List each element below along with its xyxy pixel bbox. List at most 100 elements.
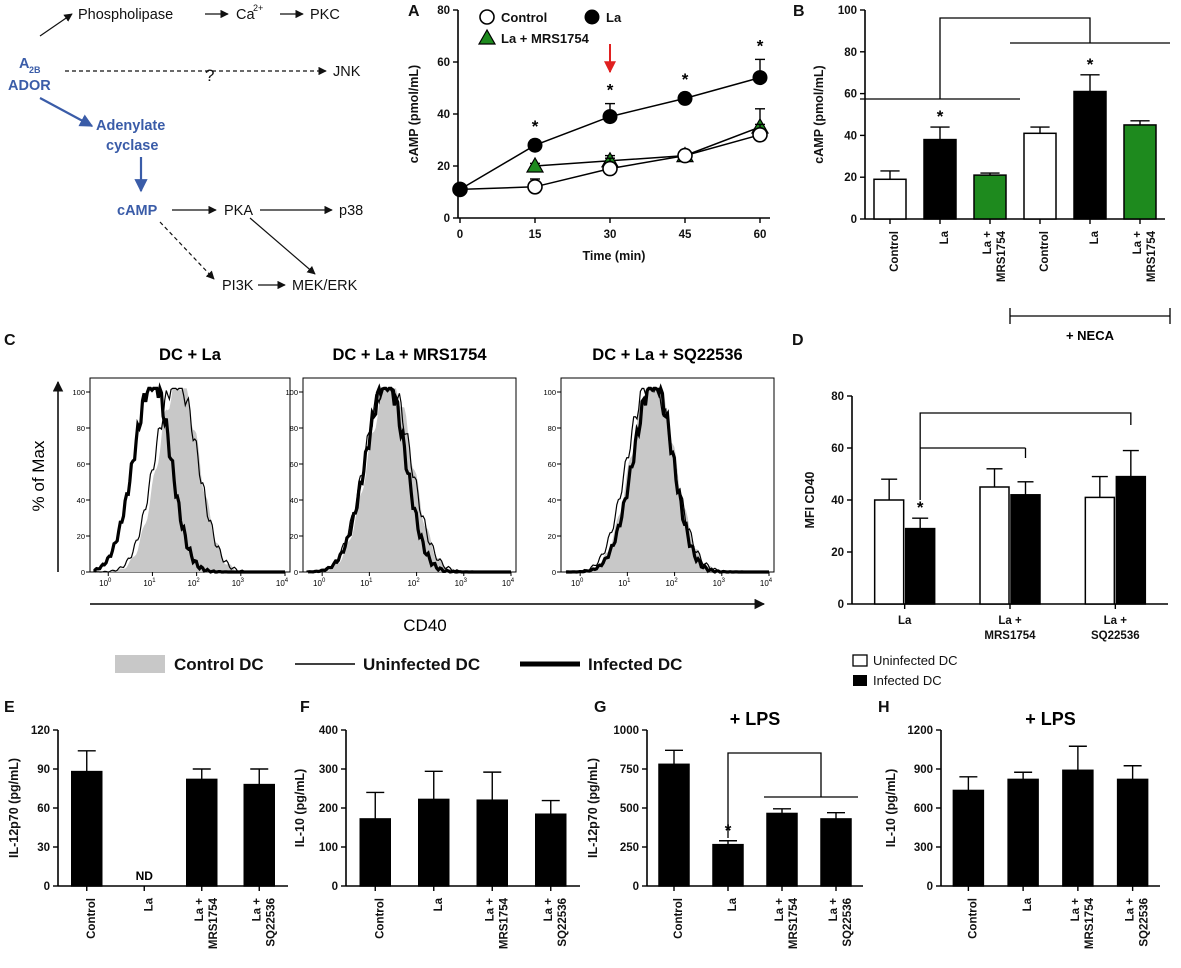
significance-star: *: [532, 117, 539, 136]
chart-h-il10-lps: 0 300 600 900 1200 IL-10 (pg/mL) Control La La +…: [884, 709, 1160, 949]
hist-y-tick-label: 80: [77, 424, 85, 433]
bar-uninfected: [1084, 496, 1116, 605]
significance-star: *: [682, 70, 689, 89]
y-tick-label: 0: [851, 214, 857, 226]
hist-y-tick-label: 100: [72, 388, 85, 397]
arrow-to-adenylate-cyclase: [39, 97, 94, 127]
legend-label-control: Control: [501, 10, 547, 25]
bar: [973, 174, 1007, 220]
hist-x-tick-label: 102: [665, 578, 678, 588]
x-tick-label: La: [1022, 897, 1034, 911]
hist-x-tick-label: 101: [143, 578, 156, 588]
y-tick-label: 0: [332, 881, 338, 893]
bar: [712, 843, 744, 887]
bar: [476, 799, 508, 887]
x-tick-label: La: [143, 897, 155, 911]
bracket-upper: [919, 412, 1132, 500]
hist-x-tick-label: 104: [760, 578, 773, 588]
bar: [243, 783, 275, 887]
x-tick-label: 15: [529, 229, 542, 241]
y-axis-title: IL-12p70 (pg/mL): [586, 758, 600, 858]
x-tick-label: 30: [604, 229, 617, 241]
y-tick-label: 60: [437, 57, 450, 69]
pi3k-label: PI3K: [222, 278, 254, 294]
neca-label: + NECA: [1066, 328, 1115, 343]
chart-title: + LPS: [730, 709, 781, 729]
y-tick-label: 60: [37, 803, 50, 815]
hist-y-tick-label: 60: [548, 460, 556, 469]
x-tick-label: La + MRS1754: [774, 897, 800, 949]
histogram-infected-dc: [93, 382, 285, 574]
x-axis-title: CD40: [403, 616, 446, 635]
hist-x-tick-label: 103: [713, 578, 726, 588]
calcium-superscript: 2+: [253, 3, 263, 13]
series-line-2: [534, 126, 761, 167]
hist-x-tick-label: 101: [618, 578, 631, 588]
histogram-panel: 0 20 40 60 80 100 100 101 102 103 104 DC + La: [72, 346, 291, 588]
calcium-label: Ca: [236, 7, 255, 23]
hist-y-tick-label: 80: [548, 424, 556, 433]
mekerk-label: MEK/ERK: [292, 278, 358, 294]
hist-y-tick-label: 60: [290, 460, 298, 469]
y-axis-title: % of Max: [29, 440, 48, 511]
chart-d-mfi-cd40: 0 20 40 60 80 MFI CD40 * La La + MRS1754 La + SQ225…: [803, 391, 1168, 642]
legend-marker-la: [584, 9, 600, 25]
y-tick-label: 300: [914, 842, 933, 854]
histogram-title: DC + La: [159, 346, 222, 364]
legend-label-la: La: [606, 10, 622, 25]
y-tick-label: 30: [37, 842, 50, 854]
y-axis-title: cAMP (pmol/mL): [812, 65, 826, 163]
y-axis-title: IL-10 (pg/mL): [293, 769, 307, 847]
bar: [658, 763, 690, 887]
x-tick-label: La: [898, 615, 912, 627]
hist-x-tick-label: 103: [232, 578, 245, 588]
bar: [1073, 90, 1107, 220]
y-tick-label: 600: [914, 803, 933, 815]
y-tick-label: 80: [844, 47, 857, 59]
series-point-control: [527, 179, 543, 195]
x-tick-label: La + SQ22536: [1091, 615, 1140, 642]
histogram-panel: 0 20 40 60 80 100 100 101 102 103 104 DC + La + SQ2…: [543, 346, 775, 588]
y-tick-label: 20: [831, 547, 844, 559]
x-tick-label: Control: [967, 898, 979, 939]
hist-x-tick-label: 102: [407, 578, 420, 588]
hist-x-tick-label: 100: [313, 578, 326, 588]
x-tick-label: La + MRS1754: [1070, 897, 1096, 949]
y-tick-label: 0: [633, 881, 639, 893]
hist-x-tick-label: 104: [502, 578, 515, 588]
x-tick-label: La + SQ22536: [828, 898, 854, 947]
x-tick-label: Control: [1039, 231, 1051, 272]
histogram-panel: 0 20 40 60 80 100 100 101 102 103 104 DC + La + MRS…: [285, 346, 517, 588]
receptor-label-ador: ADOR: [8, 78, 51, 94]
legend-label-la-mrs: La + MRS1754: [501, 31, 590, 46]
histogram-title: DC + La + SQ22536: [592, 346, 742, 364]
histogram-title: DC + La + MRS1754: [332, 346, 487, 364]
hist-y-tick-label: 0: [294, 568, 298, 577]
x-tick-label: Control: [673, 898, 685, 939]
y-tick-label: 20: [437, 161, 450, 173]
y-tick-label: 400: [319, 725, 338, 737]
receptor-subscript: 2B: [29, 65, 41, 75]
histogram-infected-dc: [306, 383, 511, 574]
panel-letter-f: F: [300, 699, 310, 716]
panel-letter-h: H: [878, 699, 890, 716]
bar: [1116, 778, 1149, 887]
not-detected-label: ND: [136, 869, 154, 883]
y-tick-label: 250: [620, 842, 639, 854]
y-tick-label: 1000: [613, 725, 639, 737]
legend-d-swatch-uninfected: [852, 654, 868, 667]
hist-y-tick-label: 0: [81, 568, 85, 577]
hist-y-tick-label: 40: [548, 496, 556, 505]
series-point-control: [677, 147, 693, 164]
x-tick-label: La + MRS1754: [484, 897, 510, 949]
panel-letter-e: E: [4, 699, 15, 716]
panel-letter-c: C: [4, 332, 16, 349]
x-tick-label: La + MRS1754: [1132, 230, 1158, 282]
significance-star: *: [937, 107, 944, 126]
panel-letter-g: G: [594, 699, 606, 716]
hist-y-tick-label: 20: [77, 532, 85, 541]
hist-y-tick-label: 100: [543, 388, 556, 397]
y-axis-title: MFI CD40: [803, 471, 817, 528]
hist-x-tick-label: 100: [571, 578, 584, 588]
